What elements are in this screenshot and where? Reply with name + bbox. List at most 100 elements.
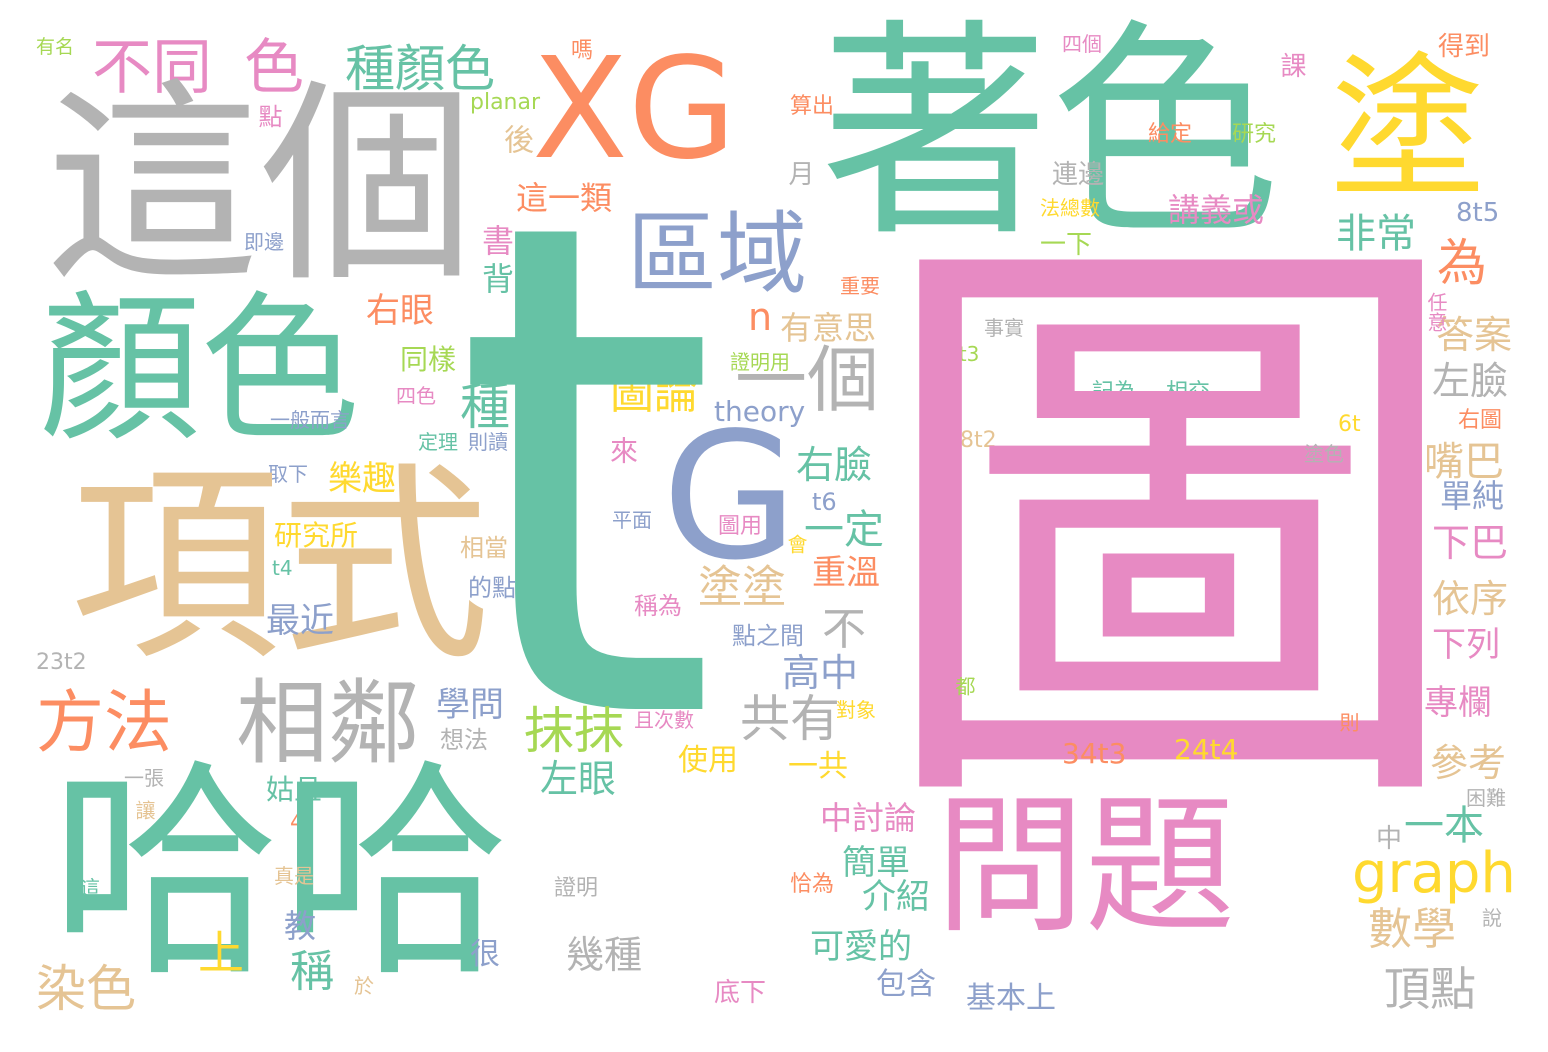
word: 稱為 <box>634 592 682 620</box>
word: 專欄 <box>1424 683 1492 723</box>
word: 這 <box>80 876 100 900</box>
word: 圖 <box>870 182 1470 881</box>
word: 右圖 <box>1458 408 1503 433</box>
word: 想法 <box>440 726 488 754</box>
word: 參考 <box>1430 741 1507 785</box>
word: 困難 <box>1466 786 1506 810</box>
word: 算出 <box>790 94 835 119</box>
word: 教 <box>284 907 317 945</box>
word: 恰為 <box>790 872 835 897</box>
word: 事實 <box>984 316 1024 340</box>
word: 給定 <box>1148 122 1193 147</box>
word: 這一類 <box>516 179 613 217</box>
word: 書 <box>477 224 515 256</box>
word: 24t4 <box>1174 733 1239 766</box>
word: 則讀 <box>468 430 508 454</box>
word: 會 <box>784 534 808 554</box>
word: 圖用 <box>718 514 763 539</box>
word: 右臉 <box>796 443 873 487</box>
word: 重要 <box>840 274 880 298</box>
word: 一本 <box>1404 803 1484 849</box>
word: 學問 <box>436 685 504 725</box>
word: G <box>662 396 798 599</box>
word: 塗塗 <box>698 562 786 613</box>
word: 數學 <box>1368 904 1456 955</box>
word: 塗 <box>1330 39 1485 220</box>
word: 4t <box>290 810 313 835</box>
word: 8t5 <box>1456 198 1500 228</box>
word: 6t <box>1338 412 1361 437</box>
word: 這個 <box>45 60 475 311</box>
word: n <box>748 295 773 339</box>
word: 對象 <box>836 698 876 722</box>
word: 單純 <box>1440 477 1505 515</box>
word: 記為 <box>1092 380 1137 405</box>
word: 問題 <box>935 780 1236 954</box>
word: 不 <box>822 604 866 655</box>
word: 基本上 <box>966 981 1056 1016</box>
word: 一定 <box>804 507 884 553</box>
word: 項式 <box>70 444 491 689</box>
word: 抹抹 <box>524 702 624 760</box>
word: 相鄰 <box>236 670 421 777</box>
word: XG <box>532 28 737 191</box>
word: 種顏色 <box>345 40 495 98</box>
word: 嘴巴 <box>1424 439 1504 485</box>
word: 的點 <box>468 574 516 602</box>
word: planar <box>470 90 541 115</box>
word: 包含 <box>876 967 936 1002</box>
word: 後 <box>498 124 533 154</box>
word: t4 <box>272 556 293 580</box>
word: 於 <box>354 974 374 998</box>
word: 一共 <box>788 749 848 784</box>
word: 同樣 <box>400 343 457 376</box>
word: 答案 <box>1436 313 1513 357</box>
word: 為 <box>1437 234 1487 292</box>
word: 高中 <box>782 651 859 695</box>
word: 月 <box>784 160 814 186</box>
word: 使用 <box>678 743 738 778</box>
word: 課 <box>1276 52 1306 78</box>
word: 方法 <box>36 684 173 763</box>
word: 染色 <box>36 960 136 1018</box>
word: 即邊 <box>244 230 284 254</box>
word: 8t2 <box>960 428 997 453</box>
word: 定理 <box>418 430 458 454</box>
word: 簡單 <box>842 843 910 883</box>
word: 上 <box>198 926 244 980</box>
word: 且次數 <box>634 708 694 732</box>
word: theory <box>714 395 806 428</box>
word: 介紹 <box>862 877 930 917</box>
word: 中 <box>1376 824 1403 854</box>
word: 講義或 <box>1168 191 1265 229</box>
word: 取下 <box>268 462 308 486</box>
word: 相當 <box>460 534 508 562</box>
word: 一個 <box>735 338 880 422</box>
word: 非常 <box>1336 211 1416 257</box>
word: 讓 <box>132 800 156 820</box>
word: 共有 <box>740 690 840 748</box>
word: 23t2 <box>36 650 87 675</box>
word: 一下 <box>1040 230 1093 260</box>
word: 證明用 <box>730 350 790 374</box>
word: 點之間 <box>732 622 804 650</box>
word: 背 <box>477 262 515 294</box>
word: 說 <box>1482 906 1502 930</box>
word: 相交 <box>1166 380 1211 405</box>
word: t <box>452 79 719 870</box>
word: 來 <box>606 436 639 464</box>
word: 有意思 <box>780 309 877 347</box>
word: 一般而言 <box>270 408 350 432</box>
word: 四個 <box>1062 32 1102 56</box>
word: 幾種 <box>566 933 643 977</box>
word: 底下 <box>714 978 767 1008</box>
word: 種 <box>460 378 510 436</box>
word: 都 <box>952 676 976 696</box>
word: 連邊 <box>1052 160 1105 190</box>
word: 顏色 <box>40 276 361 463</box>
word: 左眼 <box>540 757 617 801</box>
word: 姑且 <box>266 773 323 806</box>
word: 研究 <box>1232 122 1277 147</box>
word: 一張 <box>124 766 164 790</box>
word: 區域 <box>627 202 807 307</box>
